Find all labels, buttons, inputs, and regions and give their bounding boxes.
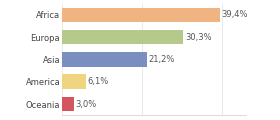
Bar	[62, 75, 86, 89]
Text: 39,4%: 39,4%	[221, 10, 248, 19]
Bar	[62, 8, 220, 22]
Text: 30,3%: 30,3%	[185, 33, 212, 42]
Bar	[62, 52, 147, 67]
Text: 21,2%: 21,2%	[148, 55, 175, 64]
Text: 6,1%: 6,1%	[88, 77, 109, 86]
Text: 3,0%: 3,0%	[75, 99, 97, 108]
Bar	[62, 30, 183, 44]
Bar	[62, 97, 74, 111]
